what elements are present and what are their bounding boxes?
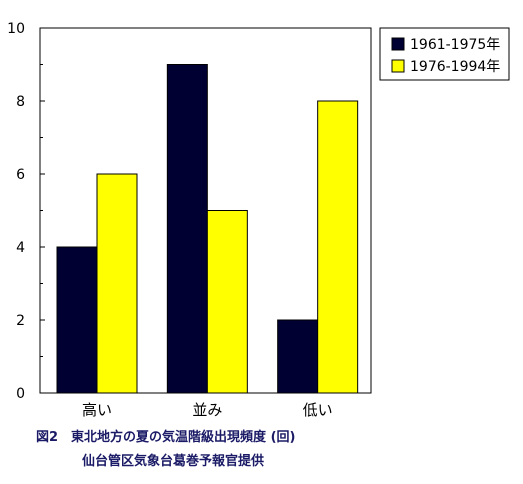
y-tick-label: 8 — [16, 94, 25, 110]
x-axis: 高い 並み 低い — [82, 401, 333, 419]
bar — [56, 246, 98, 394]
bars — [56, 64, 359, 394]
bar — [96, 173, 138, 394]
y-tick-label: 10 — [7, 21, 25, 37]
y-tick-label: 6 — [16, 167, 25, 183]
y-tick-label: 2 — [16, 313, 25, 329]
figure-caption: 図2 東北地方の夏の気温階級出現頻度 (回) — [36, 430, 296, 445]
bar-chart: 0 2 4 6 8 10 高い 並み 低い 1961-1975年 1976-1994年 — [7, 21, 510, 419]
bar — [277, 319, 319, 394]
legend: 1961-1975年 1976-1994年 — [379, 27, 510, 81]
x-tick-label: 並み — [192, 401, 222, 419]
bar — [166, 64, 208, 394]
bar — [317, 100, 359, 394]
x-tick-label: 低い — [303, 401, 333, 419]
y-axis: 0 2 4 6 8 10 — [7, 21, 45, 402]
legend-label: 1976-1994年 — [410, 59, 500, 75]
legend-swatch — [391, 59, 405, 73]
bar — [206, 210, 248, 394]
y-tick-label: 4 — [16, 240, 25, 256]
figure-credit: 仙台管区気象台葛巻予報官提供 — [82, 454, 265, 469]
legend-label: 1961-1975年 — [410, 37, 500, 53]
y-tick-label: 0 — [16, 386, 25, 402]
legend-swatch — [391, 37, 405, 51]
x-tick-label: 高い — [82, 401, 112, 419]
